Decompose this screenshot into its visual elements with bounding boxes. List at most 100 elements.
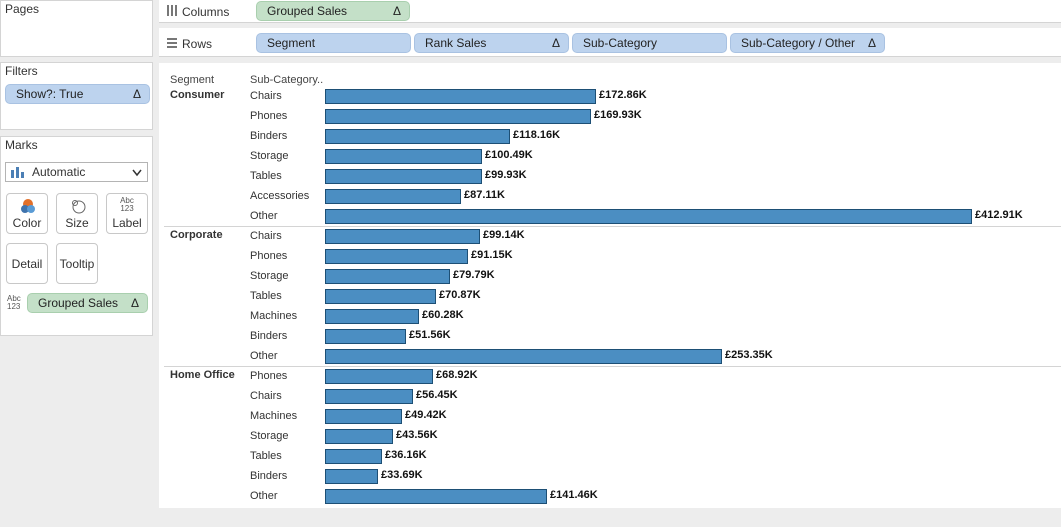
bar-value-label: £68.92K [436, 369, 478, 381]
bar-value-label: £253.35K [725, 349, 773, 361]
bar-mark[interactable] [325, 109, 591, 124]
chevron-down-icon [132, 169, 142, 177]
bar-value-label: £118.16K [513, 129, 561, 141]
color-button-label: Color [12, 216, 42, 230]
segment-label: Consumer [170, 89, 225, 101]
delta-icon: Δ [867, 36, 876, 50]
bar-chart-icon [11, 167, 24, 178]
sub-category-label: Binders [250, 470, 288, 482]
bar-value-label: £51.56K [409, 329, 451, 341]
bar-mark[interactable] [325, 469, 378, 484]
sub-category-label: Chairs [250, 230, 282, 242]
bar-value-label: £99.93K [485, 169, 527, 181]
sub-category-label: Storage [250, 270, 289, 282]
bar-value-label: £49.42K [405, 409, 447, 421]
bar-value-label: £169.93K [594, 109, 642, 121]
viz-area: Segment Sub-Category.. Consumer Chairs £17… [159, 63, 1061, 508]
marks-card: Marks Automatic Color Size Abc 123 Label… [0, 136, 153, 336]
segment-label: Home Office [170, 369, 235, 381]
filters-title: Filters [5, 64, 38, 78]
bar-value-label: £60.28K [422, 309, 464, 321]
bar-mark[interactable] [325, 409, 402, 424]
bar-mark[interactable] [325, 289, 436, 304]
sub-category-label: Storage [250, 150, 289, 162]
tooltip-button-label: Tooltip [59, 257, 95, 271]
bar-value-label: £99.14K [483, 229, 525, 241]
rows-pill-rank-sales[interactable]: Rank Sales Δ [414, 33, 569, 53]
bar-mark[interactable] [325, 169, 482, 184]
bar-mark[interactable] [325, 309, 419, 324]
sub-category-label: Other [250, 210, 278, 222]
filter-pill-label: Show?: True [16, 87, 84, 101]
sub-category-label: Binders [250, 330, 288, 342]
bar-value-label: £100.49K [485, 149, 533, 161]
label-button[interactable]: Abc 123 Label [106, 193, 148, 234]
bar-mark[interactable] [325, 249, 468, 264]
rows-pill-sub-category-other[interactable]: Sub-Category / Other Δ [730, 33, 885, 53]
bar-mark[interactable] [325, 209, 972, 224]
bar-value-label: £79.79K [453, 269, 495, 281]
mark-type-select[interactable]: Automatic [5, 162, 148, 182]
bar-mark[interactable] [325, 329, 406, 344]
bar-mark[interactable] [325, 389, 413, 404]
filters-card: Filters Show?: True Δ [0, 62, 153, 130]
bar-mark[interactable] [325, 429, 393, 444]
sub-category-label: Phones [250, 370, 288, 382]
bar-value-label: £56.45K [416, 389, 458, 401]
pages-card: Pages [0, 0, 153, 57]
bar-mark[interactable] [325, 189, 461, 204]
sub-category-label: Machines [250, 310, 298, 322]
bar-value-label: £36.16K [385, 449, 427, 461]
sub-category-label: Accessories [250, 190, 310, 202]
columns-pill-grouped-sales[interactable]: Grouped Sales Δ [256, 1, 410, 21]
detail-button[interactable]: Detail [6, 243, 48, 284]
rows-pill-segment[interactable]: Segment [256, 33, 411, 53]
size-button[interactable]: Size [56, 193, 98, 234]
sub-category-label: Tables [250, 450, 282, 462]
bar-value-label: £141.46K [550, 489, 598, 501]
columns-shelf: Columns Grouped Sales Δ [159, 0, 1061, 23]
bar-value-label: £172.86K [599, 89, 647, 101]
marks-field-pill[interactable]: Grouped Sales Δ [27, 293, 148, 313]
rows-shelf: Rows Segment Rank Sales Δ Sub-Category S… [159, 28, 1061, 57]
rows-pill-sub-category[interactable]: Sub-Category [572, 33, 727, 53]
sub-category-label: Other [250, 350, 278, 362]
segment-column-header: Segment [170, 74, 215, 86]
rows-pill-label: Sub-Category / Other [741, 36, 856, 50]
bar-value-label: £412.91K [975, 209, 1023, 221]
sub-category-label: Machines [250, 410, 298, 422]
bar-mark[interactable] [325, 489, 547, 504]
sub-category-label: Phones [250, 250, 288, 262]
bar-value-label: £87.11K [464, 189, 505, 201]
filter-pill-show[interactable]: Show?: True Δ [5, 84, 150, 104]
marks-field-pill-label: Grouped Sales [38, 296, 119, 310]
rows-pill-label: Sub-Category [583, 36, 658, 50]
columns-icon [167, 5, 177, 16]
bar-mark[interactable] [325, 349, 722, 364]
color-button[interactable]: Color [6, 193, 48, 234]
label-button-label: Label [112, 216, 142, 230]
segment-label: Corporate [170, 229, 223, 241]
columns-pill-label: Grouped Sales [267, 4, 348, 18]
bar-mark[interactable] [325, 89, 596, 104]
bar-mark[interactable] [325, 149, 482, 164]
bar-mark[interactable] [325, 369, 433, 384]
bar-mark[interactable] [325, 129, 510, 144]
sub-category-label: Storage [250, 430, 289, 442]
bar-mark[interactable] [325, 229, 480, 244]
sub-category-label: Tables [250, 290, 282, 302]
tooltip-button[interactable]: Tooltip [56, 243, 98, 284]
rows-pill-label: Rank Sales [425, 36, 487, 50]
pages-title: Pages [5, 2, 40, 16]
color-icon [21, 199, 35, 213]
bar-mark[interactable] [325, 449, 382, 464]
marks-title: Marks [5, 138, 38, 152]
group-separator [164, 366, 1061, 367]
sub-category-label: Other [250, 490, 278, 502]
delta-icon: Δ [130, 296, 139, 310]
delta-icon: Δ [392, 4, 401, 18]
bar-value-label: £33.69K [381, 469, 423, 481]
sub-category-label: Tables [250, 170, 282, 182]
size-icon [72, 200, 86, 214]
bar-mark[interactable] [325, 269, 450, 284]
